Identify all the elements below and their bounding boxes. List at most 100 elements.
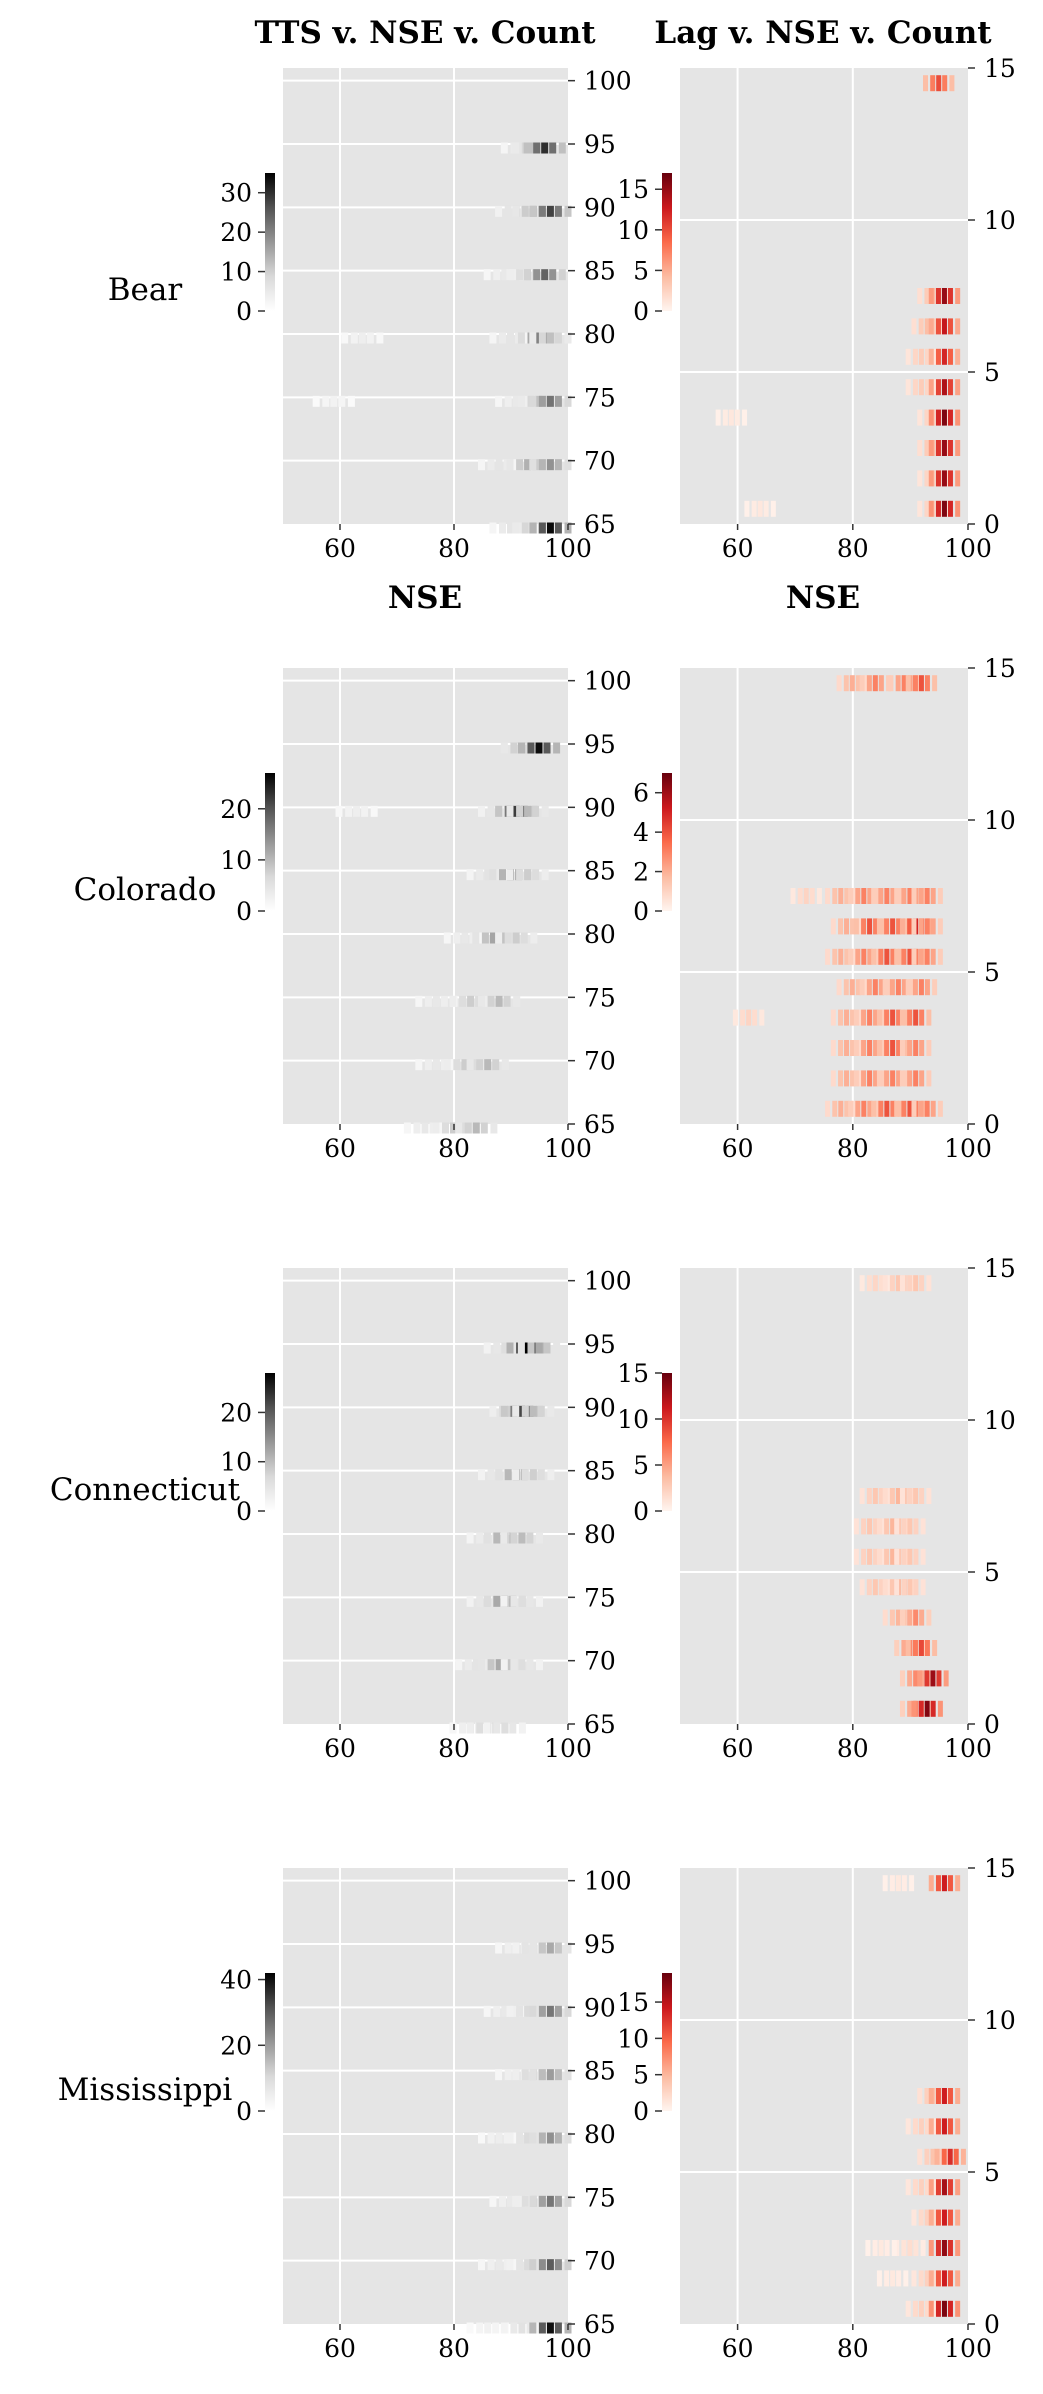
heatmap-cell [529, 522, 537, 534]
heatmap-cell [941, 409, 947, 426]
heatmap-cell [924, 409, 930, 426]
heatmap-cell [928, 2118, 934, 2135]
heatmap-cell [538, 1942, 546, 1954]
heatmap-cell [449, 995, 457, 1007]
heatmap-cell [866, 675, 872, 692]
heatmap-cell [907, 948, 913, 965]
heatmap-cell [918, 2270, 924, 2287]
heatmap-cell [849, 979, 855, 996]
heatmap-cell [546, 2069, 554, 2081]
y-tick-label: 15 [984, 654, 1016, 683]
heatmap-cell [920, 1548, 926, 1565]
heatmap-cell [495, 395, 503, 407]
heatmap-cell [536, 1595, 543, 1607]
heatmap-cell [897, 888, 903, 904]
heatmap-cell [529, 2322, 537, 2334]
heatmap-cell [926, 1040, 932, 1056]
heatmap-cell [899, 1609, 905, 1626]
x-tick-label: 100 [944, 1734, 992, 1763]
heatmap-cell [878, 675, 884, 692]
heatmap-cell [897, 948, 903, 965]
heatmap-cell [878, 2240, 884, 2256]
heatmap-cell [476, 1595, 484, 1607]
heatmap-cell [953, 2148, 959, 2165]
heatmap-cell [903, 918, 909, 935]
heatmap-cell [489, 2195, 497, 2207]
heatmap-cell [853, 1040, 859, 1056]
heatmap-cell [920, 1579, 926, 1596]
x-tick-label: 80 [837, 534, 869, 563]
heatmap-cell [896, 1040, 902, 1056]
heatmap-cell [918, 2209, 924, 2226]
heatmap-cell [905, 979, 911, 996]
heatmap-cell [947, 2118, 953, 2135]
heatmap-cell [937, 918, 943, 935]
heatmap-cell [890, 888, 896, 904]
heatmap-cell [918, 2300, 924, 2317]
heatmap-cell [493, 1342, 501, 1354]
heatmap-cell [541, 269, 549, 281]
heatmap-cell [322, 395, 330, 407]
heatmap-cell [554, 2322, 562, 2334]
heatmap-cell [516, 459, 524, 471]
heatmap-cell [924, 948, 930, 965]
heatmap-cell [512, 395, 520, 407]
heatmap-cell [564, 2132, 572, 2144]
heatmap-cell [500, 742, 508, 754]
heatmap-cell [495, 459, 503, 471]
heatmap-cell [928, 409, 934, 426]
heatmap-cell [928, 348, 934, 365]
heatmap-cell [919, 1040, 925, 1056]
heatmap-cell [895, 675, 901, 692]
heatmap-cell [911, 2209, 917, 2226]
heatmap-cell [913, 1488, 919, 1504]
heatmap-cell [876, 1009, 882, 1026]
heatmap-cell [851, 888, 857, 904]
heatmap-cell [472, 1659, 480, 1671]
heatmap-cell [924, 288, 930, 304]
heatmap-cell [529, 332, 537, 344]
heatmap-cell [521, 2069, 529, 2081]
heatmap-cell [941, 2300, 947, 2317]
x-tick-label: 80 [837, 1134, 869, 1163]
heatmap-cell [895, 1875, 901, 1892]
heatmap-cell [512, 1469, 520, 1481]
heatmap-cell [546, 2322, 554, 2334]
heatmap-cell [424, 1059, 432, 1071]
heatmap-cell [483, 1532, 491, 1544]
heatmap-cell [955, 2240, 961, 2256]
heatmap-cell [453, 1059, 461, 1071]
heatmap-cell [825, 948, 831, 965]
heatmap-cell [913, 1609, 919, 1626]
heatmap-cell [541, 142, 549, 154]
heatmap-cell [518, 1659, 526, 1671]
heatmap-cell [867, 1548, 873, 1565]
x-tick-label: 100 [944, 2334, 992, 2363]
heatmap-cell [905, 2300, 911, 2317]
heatmap-cell [928, 2088, 934, 2104]
colorbar-tick-label: 15 [617, 1359, 649, 1388]
heatmap-cell [901, 1518, 907, 1535]
heatmap-cell [889, 1275, 895, 1292]
heatmap-cell [871, 948, 877, 965]
colorbar-tick-label: 10 [617, 216, 649, 245]
heatmap-cell [312, 395, 320, 407]
heatmap-cell [874, 888, 880, 904]
heatmap-cell [861, 888, 867, 904]
heatmap-cell [935, 409, 941, 426]
heatmap-cell [513, 995, 521, 1007]
heatmap-cell [901, 1100, 907, 1117]
heatmap-cell [924, 379, 930, 396]
heatmap-cell [506, 269, 514, 281]
heatmap-cell [907, 1100, 913, 1117]
heatmap-cell [924, 1670, 930, 1687]
y-tick-label: 5 [984, 1558, 1000, 1587]
heatmap-cell [913, 1518, 919, 1535]
heatmap-cell [866, 1275, 872, 1292]
tts-colorbar [265, 173, 275, 311]
heatmap-cell [510, 1532, 518, 1544]
heatmap-cell [499, 869, 506, 881]
heatmap-cell [876, 1040, 882, 1056]
colorbar-tick-label: 5 [633, 1451, 649, 1480]
y-tick-label: 85 [584, 257, 616, 286]
